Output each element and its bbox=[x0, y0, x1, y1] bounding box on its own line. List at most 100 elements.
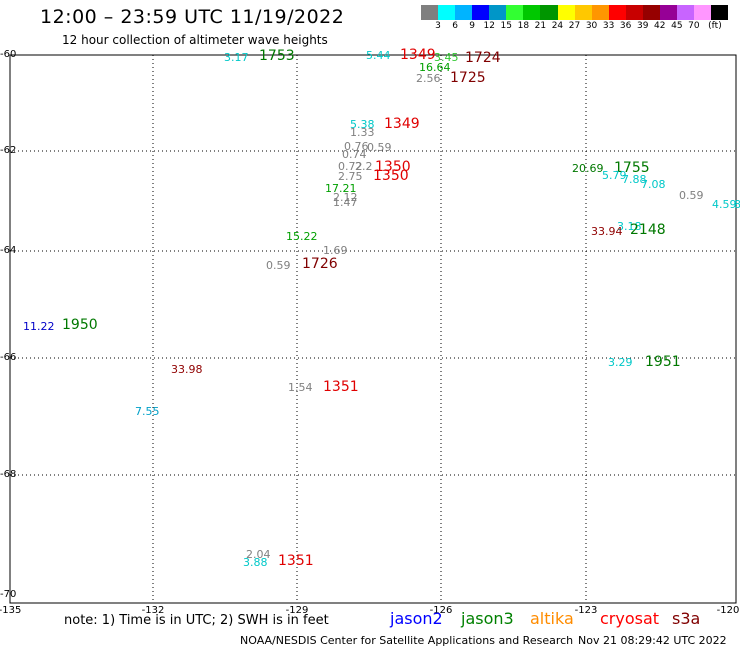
lat-tick: -60 bbox=[0, 49, 17, 60]
obs-wave-height-label: 0.59 bbox=[679, 189, 704, 202]
colorbar-swatch bbox=[574, 5, 592, 20]
obs-wave-height-label: 1.33 bbox=[350, 126, 375, 139]
obs-time-label: 1755 bbox=[614, 160, 650, 176]
obs-wave-height-label: 5.38 bbox=[350, 118, 375, 131]
colorbar-label: (ft) bbox=[708, 21, 722, 31]
colorbar-label: 33 bbox=[602, 21, 615, 31]
colorbar-swatch bbox=[438, 5, 456, 20]
obs-wave-height-label: 33.94 bbox=[591, 225, 623, 238]
colorbar-label: 15 bbox=[500, 21, 512, 31]
colorbar-label: 27 bbox=[568, 21, 581, 31]
obs-wave-height-label: 7.08 bbox=[641, 178, 666, 191]
obs-wave-height-label: 0.59 bbox=[367, 141, 392, 154]
colorbar-swatch bbox=[711, 5, 729, 20]
obs-wave-height-label: 7.88 bbox=[622, 173, 647, 186]
colorbar-label: 21 bbox=[534, 21, 547, 31]
colorbar-swatch bbox=[421, 5, 439, 20]
colorbar-swatch bbox=[540, 5, 558, 20]
legend-jason2: jason2 bbox=[390, 609, 443, 628]
legend-s3a: s3a bbox=[672, 609, 701, 628]
obs-wave-height-label: 1.69 bbox=[323, 244, 348, 257]
map-title: 12:00 – 23:59 UTC 11/19/2022 bbox=[40, 6, 345, 28]
obs-wave-height-label: 0.72 bbox=[338, 160, 363, 173]
obs-time-label: 1350 bbox=[373, 168, 409, 184]
lat-tick: -64 bbox=[0, 245, 17, 256]
obs-wave-height-label: 5.79 bbox=[602, 169, 627, 182]
note-text: note: 1) Time is in UTC; 2) SWH is in fe… bbox=[64, 613, 329, 628]
obs-wave-height-label: 15.22 bbox=[286, 230, 318, 243]
obs-wave-height-label: 2.04 bbox=[246, 548, 271, 561]
obs-wave-height-label: 8 bbox=[734, 198, 740, 211]
obs-wave-height-label: 4.59 bbox=[712, 198, 737, 211]
footer-org: NOAA/NESDIS Center for Satellite Applica… bbox=[240, 634, 574, 647]
obs-wave-height-label: 17.21 bbox=[325, 182, 357, 195]
obs-time-label: 1725 bbox=[450, 70, 486, 86]
obs-wave-height-label: 0.76 bbox=[344, 140, 369, 153]
colorbar-label: 9 bbox=[469, 21, 476, 31]
colorbar-swatch bbox=[455, 5, 473, 20]
colorbar-swatch bbox=[608, 5, 626, 20]
colorbar-swatch bbox=[472, 5, 490, 20]
colorbar-swatch bbox=[591, 5, 609, 20]
colorbar-label: 6 bbox=[452, 21, 458, 31]
lon-tick: -135 bbox=[0, 605, 22, 616]
colorbar-label: 30 bbox=[585, 21, 598, 31]
legend-altika: altika bbox=[530, 609, 574, 628]
legend-jason3: jason3 bbox=[461, 609, 514, 628]
colorbar-swatch bbox=[642, 5, 660, 20]
legend-cryosat: cryosat bbox=[600, 609, 660, 628]
colorbar-swatch bbox=[523, 5, 541, 20]
obs-time-label: 1350 bbox=[375, 159, 411, 175]
obs-time-label: 1349 bbox=[400, 47, 436, 63]
colorbar-swatch bbox=[694, 5, 712, 20]
colorbar-label: 45 bbox=[671, 21, 683, 31]
obs-wave-height-label: 11.22 bbox=[23, 320, 55, 333]
colorbar-swatch bbox=[676, 5, 694, 20]
colorbar-label: 70 bbox=[688, 21, 700, 31]
obs-time-label: 1351 bbox=[323, 379, 359, 395]
grid-lines bbox=[10, 55, 736, 603]
colorbar-swatch bbox=[659, 5, 677, 20]
obs-wave-height-label: 0.59 bbox=[266, 259, 291, 272]
obs-wave-height-label: 7.55 bbox=[135, 405, 160, 418]
obs-wave-height-label: 2.75 bbox=[338, 170, 363, 183]
lat-tick: -70 bbox=[0, 589, 17, 600]
obs-time-label: 1349 bbox=[384, 116, 420, 132]
obs-wave-height-label: 2.56 bbox=[416, 72, 441, 85]
obs-time-label: 1351 bbox=[278, 553, 314, 569]
colorbar-label: 39 bbox=[636, 21, 649, 31]
colorbar-swatch bbox=[557, 5, 575, 20]
lon-tick: -123 bbox=[574, 605, 598, 616]
colorbar-swatch bbox=[489, 5, 507, 20]
obs-wave-height-label: 3.17 bbox=[224, 51, 249, 64]
colorbar-label: 24 bbox=[551, 21, 564, 31]
lon-tick: -126 bbox=[429, 605, 453, 616]
colorbar-label: 12 bbox=[483, 21, 495, 31]
obs-wave-height-label: 3.18 bbox=[617, 220, 642, 233]
obs-wave-height-label: 20.69 bbox=[572, 162, 604, 175]
obs-wave-height-label: 0.74 bbox=[342, 148, 367, 161]
obs-wave-height-label: 3.88 bbox=[243, 556, 268, 569]
obs-time-label: 1726 bbox=[302, 256, 338, 272]
obs-wave-height-label: 1.54 bbox=[288, 381, 313, 394]
footer-timestamp: Nov 21 08:29:42 UTC 2022 bbox=[578, 634, 727, 647]
lon-tick: -120 bbox=[716, 605, 740, 616]
colorbar-label: 3 bbox=[435, 21, 441, 31]
obs-wave-height-label: 2.12 bbox=[333, 191, 358, 204]
map-subtitle: 12 hour collection of altimeter wave hei… bbox=[62, 33, 328, 47]
obs-time-label: 1950 bbox=[62, 317, 98, 333]
obs-time-label: 1753 bbox=[259, 48, 295, 64]
colorbar-swatch bbox=[625, 5, 643, 20]
colorbar-label: 36 bbox=[619, 21, 632, 31]
colorbar-swatch bbox=[506, 5, 524, 20]
lon-tick: -132 bbox=[141, 605, 165, 616]
wave-height-colorbar bbox=[421, 5, 729, 20]
lon-tick: -129 bbox=[285, 605, 309, 616]
lat-tick: -66 bbox=[0, 352, 17, 363]
obs-wave-height-label: 5.44 bbox=[366, 49, 391, 62]
obs-wave-height-label: 16.64 bbox=[419, 61, 451, 74]
colorbar-label: 18 bbox=[517, 21, 530, 31]
lat-tick: -62 bbox=[0, 145, 17, 156]
obs-wave-height-label: 3.45 bbox=[434, 51, 459, 64]
